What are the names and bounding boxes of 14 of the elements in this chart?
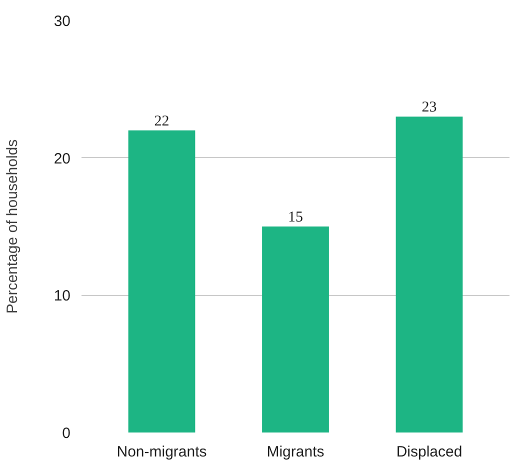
data-label: 22	[154, 113, 170, 130]
x-tick-label: Displaced	[396, 444, 462, 460]
data-label: 23	[422, 100, 437, 116]
y-axis-title: Percentage of households	[4, 139, 21, 314]
bar	[396, 116, 463, 432]
y-tick-label: 10	[54, 288, 71, 305]
y-tick-label: 30	[54, 13, 71, 30]
x-tick-label: Migrants	[266, 444, 324, 460]
y-tick-label: 20	[54, 150, 71, 168]
bar	[262, 226, 329, 432]
x-tick-label: Non-migrants	[116, 444, 207, 460]
y-tick-label: 0	[62, 425, 70, 442]
data-label: 15	[288, 210, 303, 226]
bar	[128, 130, 196, 432]
